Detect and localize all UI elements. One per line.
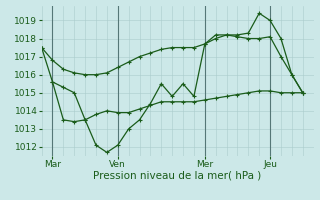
X-axis label: Pression niveau de la mer( hPa ): Pression niveau de la mer( hPa ) [93, 171, 262, 181]
